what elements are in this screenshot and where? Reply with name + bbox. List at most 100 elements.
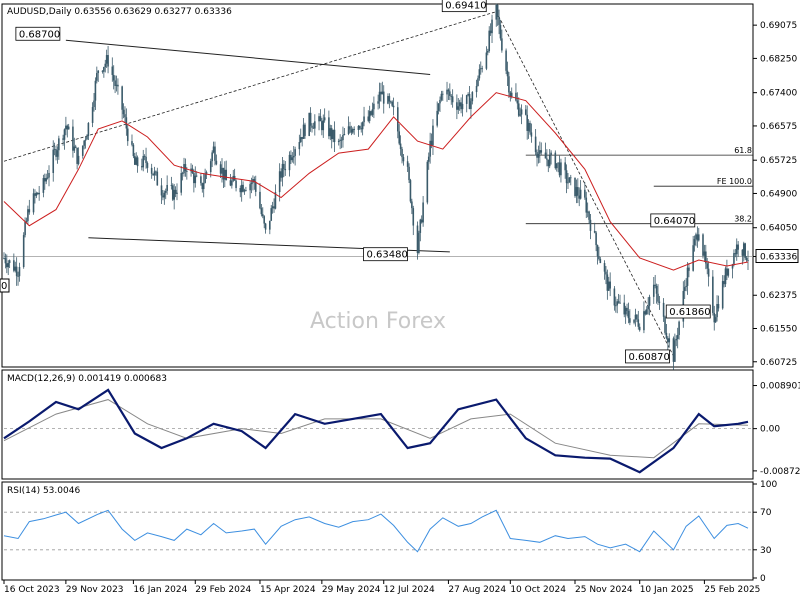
price-candle-body: [73, 146, 76, 151]
price-candle-body: [101, 70, 104, 72]
price-candle-body: [555, 163, 558, 169]
price-candle-body: [133, 156, 136, 165]
price-candle-body: [664, 316, 666, 333]
price-candle-body: [291, 157, 294, 161]
price-candle-body: [456, 102, 458, 110]
price-candle-body: [292, 155, 295, 158]
price-candle-body: [56, 150, 59, 157]
price-candle-body: [34, 193, 36, 196]
price-candle-body: [648, 296, 651, 306]
price-candle-body: [470, 101, 472, 110]
price-candle-body: [270, 208, 273, 221]
price-candle-body: [240, 184, 243, 193]
price-candle-body: [3, 257, 5, 259]
price-candle-body: [564, 162, 566, 171]
x-tick-label: 16 Jan 2024: [133, 585, 187, 595]
price-candle-body: [269, 220, 271, 230]
price-candle-body: [94, 80, 97, 101]
price-candle-body: [520, 109, 523, 115]
price-candle-body: [84, 139, 87, 141]
price-candle-body: [97, 70, 100, 74]
price-candle-body: [164, 190, 167, 193]
price-candle-body: [215, 160, 218, 165]
price-candle-body: [387, 96, 389, 104]
price-candle-body: [636, 314, 638, 320]
price-candle-body: [65, 125, 67, 130]
price-candle-body: [567, 182, 569, 184]
price-candle-body: [343, 134, 346, 136]
price-candle-body: [526, 114, 528, 131]
price-candle-body: [48, 172, 50, 178]
price-candle-body: [509, 92, 512, 97]
price-candle-body: [254, 181, 257, 192]
price-candle-body: [284, 169, 287, 171]
price-candle-body: [36, 193, 39, 195]
price-candle-body: [81, 145, 84, 156]
price-candle-body: [146, 162, 149, 168]
price-candle-body: [8, 260, 11, 264]
price-candle-body: [309, 112, 312, 126]
level-label: 61.8: [734, 146, 752, 155]
price-candle-body: [121, 86, 123, 110]
price-candle-body: [429, 140, 431, 157]
price-candle-body: [77, 155, 80, 164]
price-candle-body: [318, 116, 320, 122]
price-candle-body: [142, 155, 145, 168]
price-candle-body: [25, 220, 28, 222]
x-tick-label: 29 May 2024: [322, 585, 381, 595]
price-candle-body: [359, 126, 361, 129]
price-candle-body: [381, 91, 384, 95]
x-tick-label: 27 Aug 2024: [448, 585, 506, 595]
price-y-tick-label: 0.64900: [760, 189, 797, 199]
price-candle-body: [333, 129, 336, 143]
price-candle-body: [143, 155, 146, 157]
price-candle-body: [162, 195, 164, 198]
price-candle-body: [550, 152, 552, 156]
price-candle-body: [616, 301, 619, 306]
price-candle-body: [171, 185, 174, 200]
price-candle-body: [281, 163, 284, 178]
price-candle-body: [534, 136, 537, 153]
price-candle-body: [624, 307, 627, 315]
price-candle-body: [392, 105, 395, 108]
price-y-tick-label: 0.61550: [760, 325, 797, 335]
x-tick-label: 15 Apr 2024: [260, 585, 316, 595]
price-candle-body: [91, 107, 94, 123]
price-candle-body: [104, 63, 107, 68]
date-x-axis: 16 Oct 2023 29 Nov 2023 16 Jan 2024 29 Feb …: [3, 580, 760, 595]
price-candle-body: [458, 102, 461, 107]
price-candle-body: [560, 162, 562, 176]
price-candle-body: [557, 162, 559, 164]
price-annotation-label: 0.68700: [19, 29, 60, 40]
price-candle-body: [194, 175, 197, 184]
price-annotation-box: [665, 304, 711, 319]
price-candle-body: [744, 243, 746, 258]
price-annotations: 0.68700 0.69410 0.63480 0.64070 0.61860 0.608…: [15, 0, 711, 364]
price-candle-body: [259, 191, 261, 209]
price-candle-body: [150, 167, 153, 174]
price-candle-body: [439, 99, 441, 104]
x-tick-label: 10 Oct 2024: [510, 585, 566, 595]
price-candle-body: [115, 84, 118, 86]
price-candle-body: [652, 284, 655, 297]
price-candle-body: [657, 293, 659, 302]
price-candle-body: [170, 184, 173, 186]
price-candle-body: [519, 114, 521, 116]
price-candle-body: [117, 84, 119, 87]
price-candle-body: [242, 184, 244, 192]
price-candle-body: [506, 70, 509, 77]
price-candle-body: [328, 117, 330, 137]
price-candle-body: [347, 126, 350, 135]
price-candle-body: [174, 189, 177, 194]
price-candle-body: [440, 93, 443, 100]
price-candle-body: [686, 267, 689, 286]
price-candle-body: [554, 152, 557, 169]
price-candle-body: [62, 138, 64, 140]
price-candle-body: [643, 311, 645, 331]
price-candle-body: [418, 232, 420, 254]
price-candle-body: [312, 127, 315, 129]
price-candle-body: [114, 80, 116, 86]
price-candle-body: [737, 244, 739, 250]
price-candle-body: [578, 195, 581, 199]
price-candle-body: [450, 95, 453, 97]
